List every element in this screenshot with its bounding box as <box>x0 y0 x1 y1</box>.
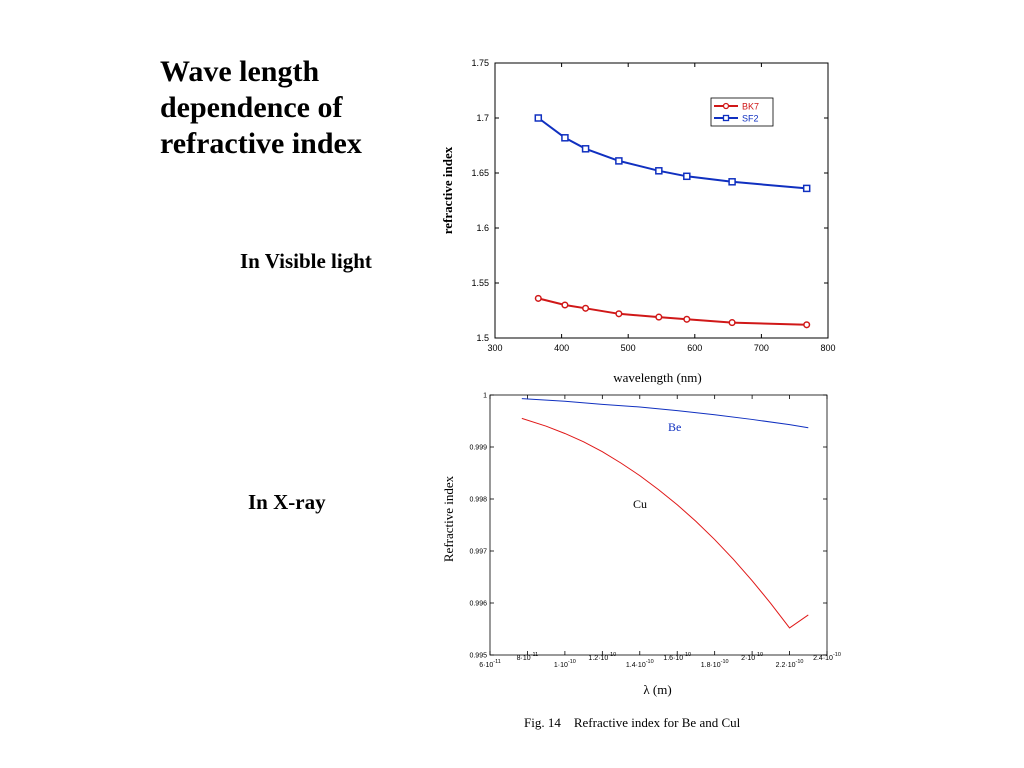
data-point-sf2 <box>534 114 543 122</box>
y-tick-label: 0.997 <box>469 549 487 556</box>
x-tick-label: 6·10-11 <box>479 659 501 669</box>
x-tick-label: 500 <box>621 343 636 353</box>
x-tick-label: 1.8·10-10 <box>701 659 729 669</box>
x-tick-label: 8·10-11 <box>517 652 539 662</box>
y-tick-label: 1.7 <box>476 113 489 123</box>
y-tick-label: 1.6 <box>476 223 489 233</box>
figure-caption: Fig. 14 Refractive index for Be and Cul <box>524 715 741 730</box>
data-point-bk7 <box>615 310 623 318</box>
series-line-cu <box>521 417 809 629</box>
y-tick-label: 1.65 <box>471 168 489 178</box>
legend-box <box>710 97 774 127</box>
x-axis-label: wavelength (nm) <box>613 370 701 385</box>
x-tick-label: 800 <box>820 343 835 353</box>
legend-label-sf2: SF2 <box>742 114 759 124</box>
x-tick-label: 2.4·10-10 <box>813 652 841 662</box>
y-tick-label: 1 <box>483 393 487 400</box>
data-point-bk7 <box>561 301 569 309</box>
slide-title-line-2: dependence of <box>160 91 343 124</box>
slide-title-line-3: refractive index <box>160 127 362 160</box>
y-tick-label: 1.5 <box>476 333 489 343</box>
data-point-sf2 <box>683 172 691 181</box>
plot-frame <box>494 62 829 339</box>
slide-title: Wave length dependence of refractive ind… <box>160 54 460 162</box>
plot-frame <box>489 394 828 656</box>
visible-light-label: In Visible light <box>240 249 372 273</box>
x-tick-label: 700 <box>754 343 769 353</box>
x-tick-label: 300 <box>487 343 502 353</box>
y-tick-label: 0.995 <box>469 653 487 660</box>
x-tick-label: 1·10-10 <box>554 659 576 669</box>
y-axis-label: Refractive index <box>441 475 456 562</box>
legend-marker-bk7 <box>722 102 730 110</box>
y-tick-label: 0.998 <box>469 497 487 504</box>
y-tick-label: 0.996 <box>469 601 487 608</box>
y-tick-label: 0.999 <box>469 445 487 452</box>
series-line-be <box>521 398 809 429</box>
data-point-sf2 <box>655 167 663 175</box>
series-line-sf2 <box>537 117 807 190</box>
data-point-bk7 <box>655 313 663 321</box>
xray-refractive-index-chart: 6·10-11 8·10-11 1·10-10 1.2·10-10 1.4·10-10 1… <box>441 393 841 698</box>
data-point-sf2 <box>581 145 590 153</box>
data-point-bk7 <box>582 304 590 312</box>
series-line-bk7 <box>538 297 807 326</box>
xray-label: In X-ray <box>248 490 326 514</box>
visible-refractive-index-chart: 300 400 500 600 700 800 1.5 1.55 1.6 1.65 1.7 1.75 w… <box>440 58 836 385</box>
y-axis-label: refractive index <box>440 146 455 234</box>
x-tick-label: 600 <box>687 343 702 353</box>
data-point-sf2 <box>802 184 811 193</box>
y-tick-label: 1.75 <box>471 58 489 68</box>
data-point-bk7 <box>683 315 691 323</box>
series-label-cu: Cu <box>633 497 647 511</box>
x-tick-label: 1.4·10-10 <box>626 659 654 669</box>
x-tick-label: 1.2·10-10 <box>588 652 616 662</box>
x-tick-label: 1.6·10-10 <box>663 652 691 662</box>
data-point-bk7 <box>534 294 542 302</box>
x-tick-label: 400 <box>554 343 569 353</box>
data-point-bk7 <box>728 319 736 327</box>
series-label-be: Be <box>668 420 681 434</box>
x-tick-label: 2·10-10 <box>741 652 763 662</box>
data-point-bk7 <box>803 321 811 329</box>
slide-title-line-1: Wave length <box>160 55 320 88</box>
y-tick-label: 1.55 <box>471 278 489 288</box>
data-point-sf2 <box>728 178 736 186</box>
data-point-sf2 <box>561 134 569 142</box>
x-tick-label: 2.2·10-10 <box>776 659 804 669</box>
legend-marker-sf2 <box>722 114 730 122</box>
data-point-sf2 <box>615 157 623 165</box>
x-axis-label: λ (m) <box>643 682 671 697</box>
legend-label-bk7: BK7 <box>742 102 759 112</box>
